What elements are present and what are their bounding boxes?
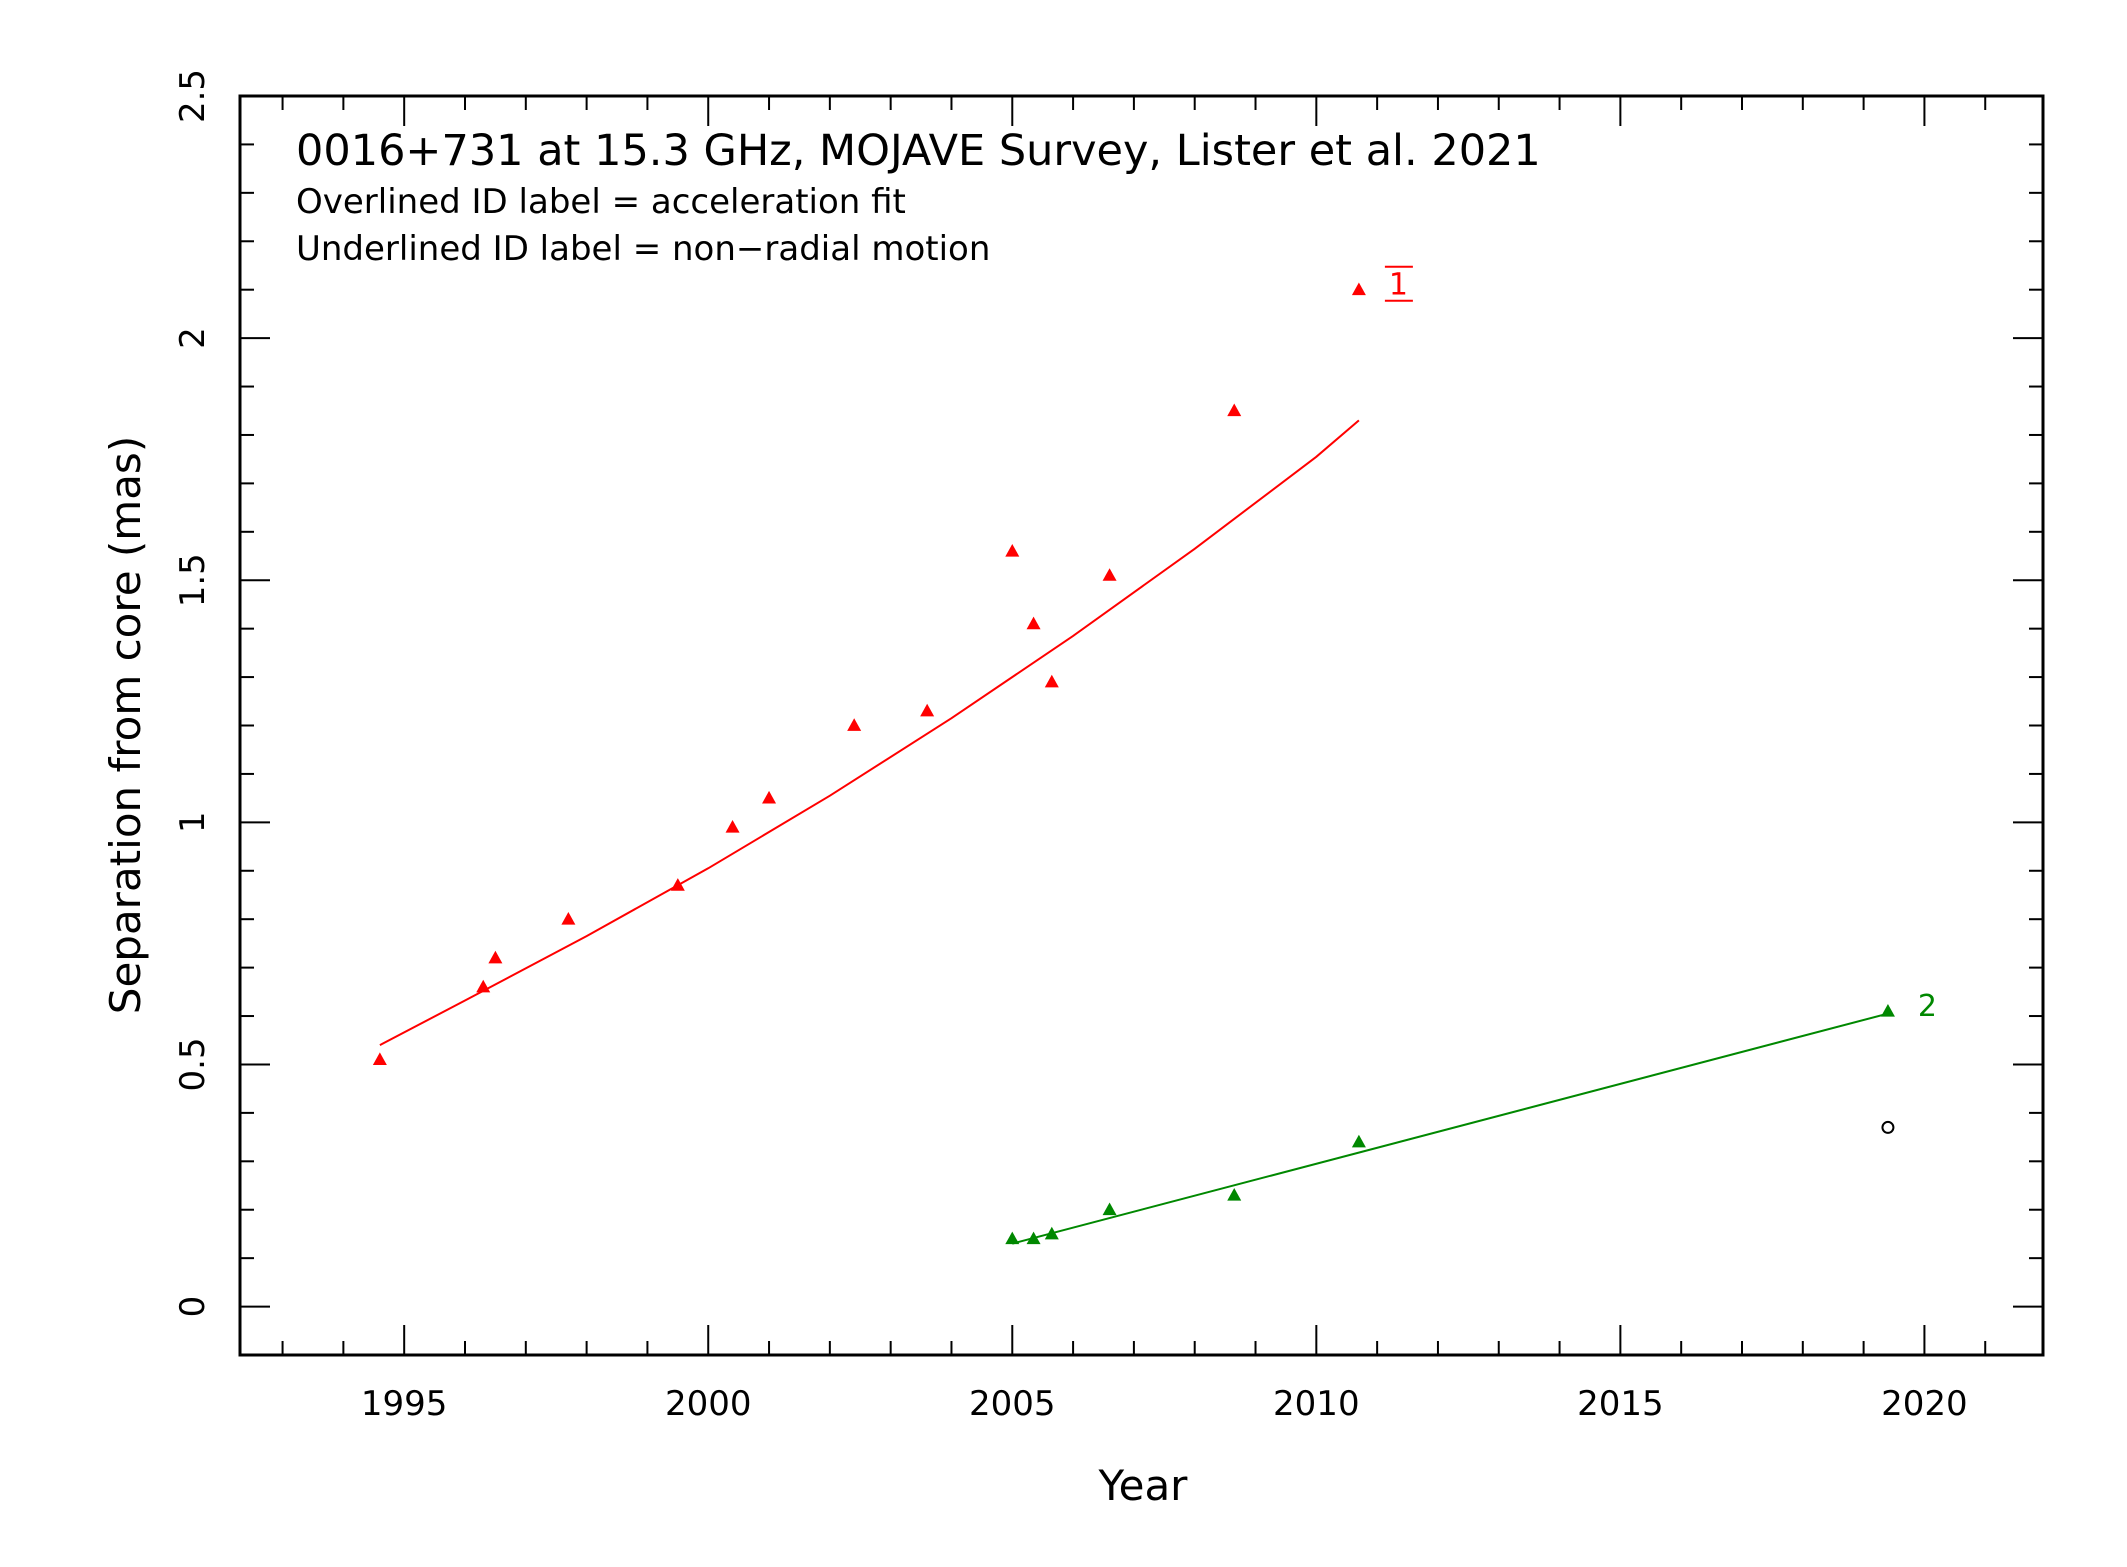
y-tick-label: 1.5 xyxy=(173,553,213,607)
data-point-unassigned xyxy=(1881,1120,1895,1134)
data-point-2 xyxy=(1044,1226,1059,1240)
data-point-1 xyxy=(372,1052,387,1066)
x-tick-label: 2005 xyxy=(969,1384,1056,1424)
series-label-2: 2 xyxy=(1918,989,1937,1024)
y-axis-label: Separation from core (mas) xyxy=(101,436,150,1014)
data-point-1 xyxy=(920,703,935,717)
data-point-2 xyxy=(1880,1003,1895,1017)
data-point-1 xyxy=(488,950,503,964)
fit-curves xyxy=(379,419,1889,1245)
y-tick-label: 0 xyxy=(173,1296,213,1318)
fit-line-1 xyxy=(379,419,1360,1046)
data-points xyxy=(372,282,1895,1245)
x-tick-label: 2010 xyxy=(1273,1384,1360,1424)
y-tick-label: 2 xyxy=(173,327,213,349)
x-tick-label: 2020 xyxy=(1881,1384,1968,1424)
y-tick-label: 1 xyxy=(173,812,213,834)
y-tick-label: 0.5 xyxy=(173,1037,213,1091)
axis-ticks xyxy=(240,95,2043,1356)
data-point-2 xyxy=(1227,1188,1242,1201)
data-point-1 xyxy=(1044,674,1059,688)
plot-frame xyxy=(238,94,2045,1357)
series-id-labels: 12 xyxy=(1384,265,1937,1024)
data-point-1 xyxy=(1102,568,1117,581)
data-point-1 xyxy=(670,878,685,891)
data-point-1 xyxy=(1351,282,1366,296)
data-point-1 xyxy=(561,911,576,925)
data-point-2 xyxy=(1005,1231,1020,1245)
x-tick-label: 2015 xyxy=(1577,1384,1664,1424)
legend-note-underlined: Underlined ID label = non−radial motion xyxy=(296,229,990,269)
y-tick-label: 2.5 xyxy=(173,69,213,123)
data-point-2 xyxy=(1026,1231,1041,1245)
fit-line-2 xyxy=(1012,1012,1889,1245)
series-label-1: 1 xyxy=(1389,268,1408,303)
x-axis-label: Year xyxy=(1098,1461,1189,1510)
x-tick-label: 1995 xyxy=(361,1384,448,1424)
data-point-2 xyxy=(1102,1202,1117,1216)
data-point-1 xyxy=(1227,403,1242,417)
legend-note-overlined: Overlined ID label = acceleration fit xyxy=(296,182,906,222)
data-point-2 xyxy=(1351,1134,1366,1148)
data-point-1 xyxy=(1005,543,1020,557)
chart-title: 0016+731 at 15.3 GHz, MOJAVE Survey, Lis… xyxy=(296,126,1541,176)
tick-labels: 1995 2000 2005 2010 2015 2020 0 0.5 1 1.5 2 2.5 xyxy=(173,69,1968,1424)
data-point-1 xyxy=(725,819,740,833)
data-point-1 xyxy=(847,718,862,731)
data-point-1 xyxy=(476,979,491,993)
data-point-1 xyxy=(762,790,777,804)
data-point-1 xyxy=(1026,616,1041,630)
x-tick-label: 2000 xyxy=(665,1384,752,1424)
